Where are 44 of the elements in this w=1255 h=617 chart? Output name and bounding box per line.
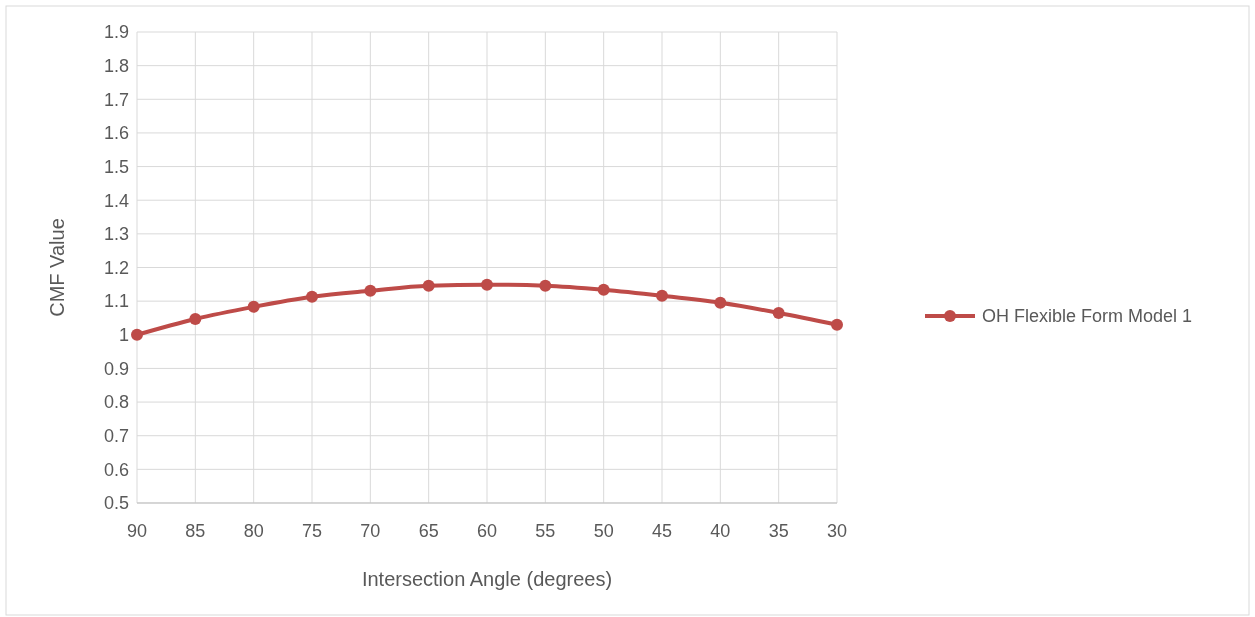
y-tick-label: 1.4 [103,190,129,211]
y-tick-label: 1.9 [103,22,129,43]
x-tick-label: 35 [768,521,789,541]
y-tick-label: 1.6 [103,123,129,144]
point [247,300,260,313]
y-tick-label: 1 [118,325,129,346]
x-tick-label: 75 [301,521,323,541]
legend-label: OH Flexible Form Model 1 [982,306,1193,327]
point [539,279,552,292]
point [831,318,843,331]
y-axis-title: CMF Value [46,218,68,317]
point [306,290,318,303]
x-tick-label: 50 [593,521,614,541]
point [364,284,377,297]
x-tick-label: 55 [535,521,556,541]
y-tick-label: 1.8 [103,55,129,76]
point [189,312,202,325]
y-tick-label: 0.8 [103,392,129,413]
x-tick-label: 85 [185,521,206,541]
point [772,306,785,319]
x-tick-label: 45 [651,521,673,541]
y-tick-label: 1.2 [103,257,129,278]
x-tick-label: 90 [126,521,148,541]
point [422,279,435,292]
point [597,283,610,296]
y-tick-label: 1.7 [103,89,129,110]
x-tick-label: 65 [418,521,439,541]
y-tick-label: 1.5 [103,156,129,177]
point [481,278,493,291]
x-tick-label: 30 [826,521,848,541]
x-tick-label: 70 [360,521,381,541]
point [656,289,668,302]
y-tick-label: 0.7 [103,426,129,447]
x-tick-label: 80 [243,521,264,541]
y-tick-label: 1.1 [103,291,129,312]
x-axis-title: Intersection Angle (degrees) [361,568,613,590]
y-tick-label: 1.3 [103,224,129,245]
y-tick-label: 0.5 [103,493,129,514]
point [131,328,143,341]
y-tick-label: 0.6 [103,459,129,480]
x-tick-label: 40 [710,521,731,541]
y-tick-label: 0.9 [103,358,129,379]
x-tick-label: 60 [476,521,498,541]
point [714,296,727,309]
